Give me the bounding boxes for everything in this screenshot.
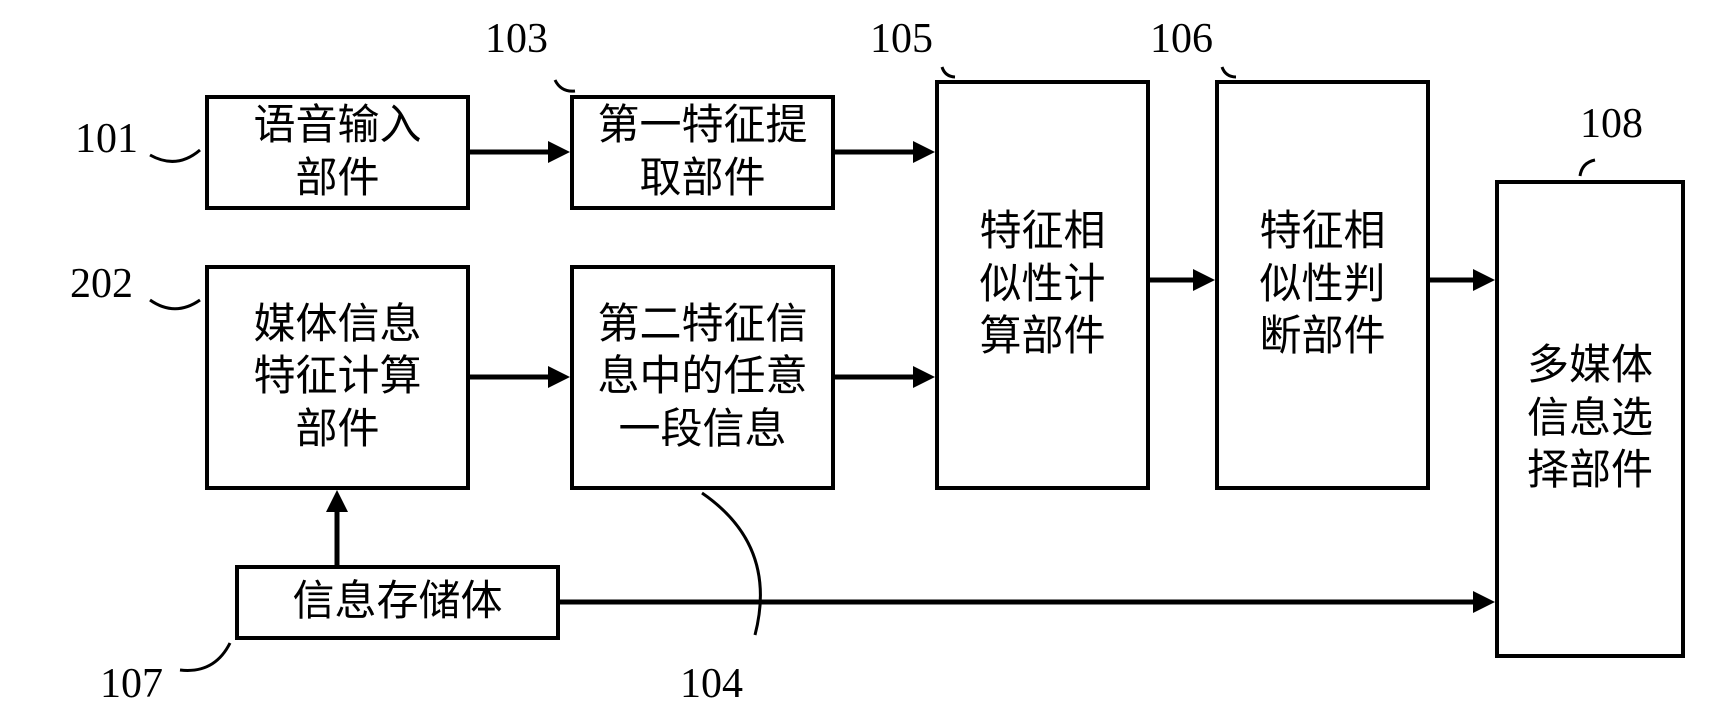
box-first-feature-extract: 第一特征提取部件 <box>570 95 835 210</box>
box-info-storage: 信息存储体 <box>235 565 560 640</box>
box-voice-input: 语音输入部件 <box>205 95 470 210</box>
box-similarity-calc-text: 特征相似性计算部件 <box>979 206 1105 364</box>
box-info-storage-text: 信息存储体 <box>292 576 502 629</box>
box-similarity-judge-text: 特征相似性判断部件 <box>1259 206 1385 364</box>
ref-label-103: 103 <box>485 15 548 63</box>
box-similarity-judge: 特征相似性判断部件 <box>1215 80 1430 490</box>
box-second-feature-segment-text: 第二特征信息中的任意一段信息 <box>597 299 807 457</box>
box-similarity-calc: 特征相似性计算部件 <box>935 80 1150 490</box>
box-voice-input-text: 语音输入部件 <box>253 100 421 205</box>
ref-label-105: 105 <box>870 15 933 63</box>
diagram-canvas: 语音输入部件 第一特征提取部件 媒体信息特征计算部件 第二特征信息中的任意一段信… <box>0 0 1729 709</box>
box-multimedia-select-text: 多媒体信息选择部件 <box>1527 340 1653 498</box>
box-media-feature-calc-text: 媒体信息特征计算部件 <box>253 299 421 457</box>
ref-label-106: 106 <box>1150 15 1213 63</box>
ref-label-101: 101 <box>75 115 138 163</box>
box-multimedia-select: 多媒体信息选择部件 <box>1495 180 1685 658</box>
box-media-feature-calc: 媒体信息特征计算部件 <box>205 265 470 490</box>
box-second-feature-segment: 第二特征信息中的任意一段信息 <box>570 265 835 490</box>
box-first-feature-extract-text: 第一特征提取部件 <box>597 100 807 205</box>
ref-label-107: 107 <box>100 660 163 708</box>
ref-label-108: 108 <box>1580 100 1643 148</box>
ref-label-104: 104 <box>680 660 743 708</box>
ref-label-202: 202 <box>70 260 133 308</box>
